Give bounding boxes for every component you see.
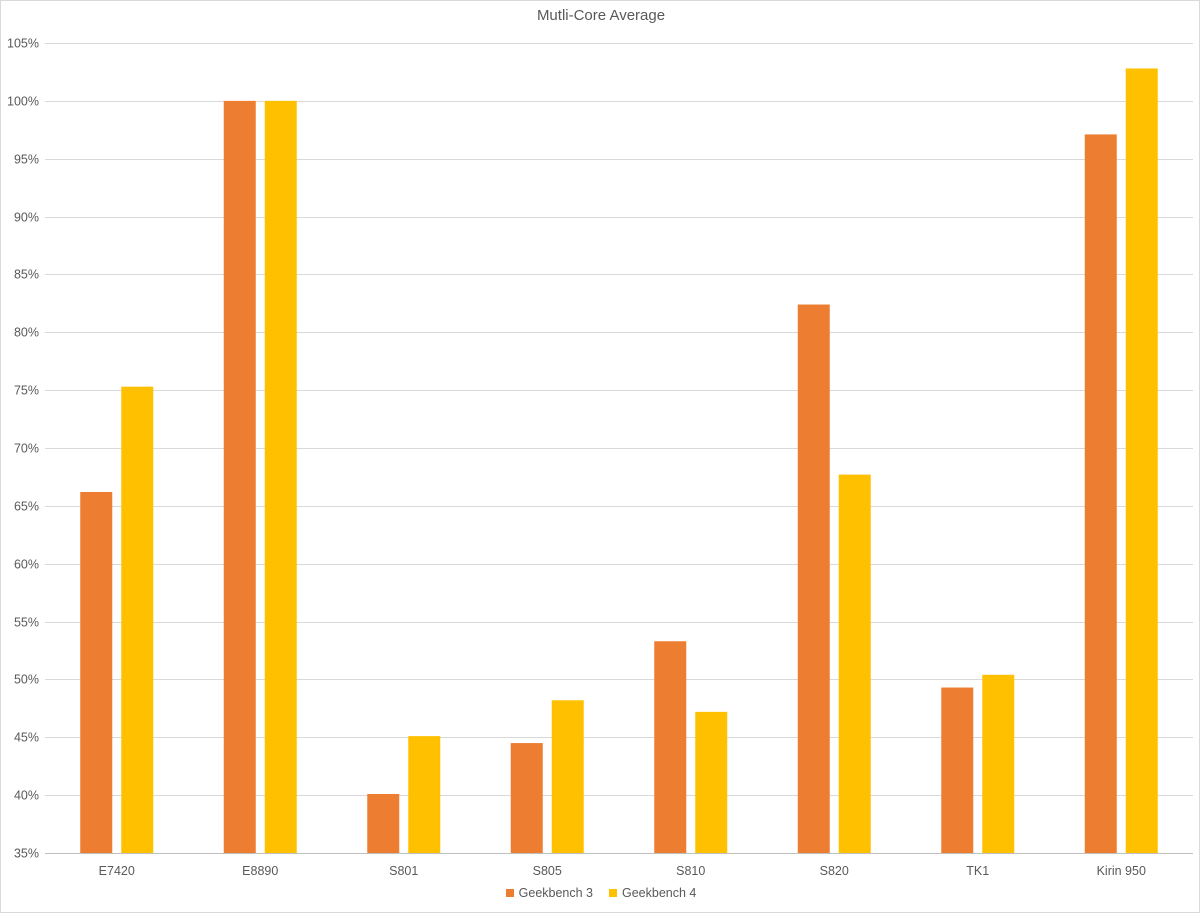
y-tick-label: 45% (14, 731, 39, 745)
bar-geekbench-4-e8890 (264, 100, 297, 854)
legend-item-geekbench-3: Geekbench 3 (505, 886, 593, 900)
legend-label-geekbench-3: Geekbench 3 (518, 886, 593, 900)
x-tick-label: E7420 (99, 864, 135, 878)
x-tick-label: E8890 (242, 864, 278, 878)
bar-geekbench-4-s805 (551, 700, 584, 853)
y-tick-label: 100% (7, 95, 39, 109)
legend-item-geekbench-4: Geekbench 4 (609, 886, 696, 900)
bar-geekbench-3-e8890 (223, 100, 256, 854)
bar-geekbench-4-s801 (408, 736, 441, 853)
x-tick-label: S820 (820, 864, 849, 878)
legend-swatch-geekbench-4 (609, 889, 617, 897)
y-tick-label: 50% (14, 673, 39, 687)
bar-geekbench-4-tk1 (982, 674, 1015, 853)
y-tick-label: 95% (14, 153, 39, 167)
legend-swatch-geekbench-3 (505, 889, 514, 897)
bar-geekbench-4-s810 (695, 711, 728, 853)
bar-geekbench-4-s820 (838, 474, 871, 853)
legend-label-geekbench-4: Geekbench 4 (622, 886, 697, 900)
bar-geekbench-3-e7420 (80, 491, 113, 853)
y-tick-label: 105% (7, 37, 39, 51)
bar-geekbench-3-tk1 (941, 687, 974, 853)
y-tick-label: 75% (14, 384, 39, 398)
y-tick-label: 35% (14, 847, 39, 861)
bar-geekbench-3-s801 (367, 793, 400, 853)
bar-geekbench-3-s805 (510, 743, 543, 853)
x-tick-label: S810 (676, 864, 705, 878)
y-tick-label: 85% (14, 268, 39, 282)
x-tick-label: S801 (389, 864, 418, 878)
y-tick-label: 65% (14, 500, 39, 514)
y-tick-label: 55% (14, 616, 39, 630)
y-tick-label: 60% (14, 558, 39, 572)
y-tick-label: 80% (14, 326, 39, 340)
chart-title: Mutli-Core Average (536, 7, 666, 24)
bar-geekbench-3-s810 (654, 641, 687, 853)
y-tick-label: 70% (14, 442, 39, 456)
y-tick-label: 40% (14, 789, 39, 803)
bar-geekbench-3-s820 (797, 304, 830, 853)
bar-geekbench-4-e7420 (121, 386, 154, 853)
y-tick-label: 90% (14, 211, 39, 225)
bar-geekbench-3-kirin-950 (1084, 134, 1117, 853)
x-tick-label: S805 (533, 864, 562, 878)
x-tick-label: Kirin 950 (1097, 864, 1146, 878)
chart-legend: Geekbench 3 Geekbench 4 (1, 886, 1200, 900)
bar-geekbench-4-kirin-950 (1125, 68, 1158, 853)
x-tick-label: TK1 (966, 864, 989, 878)
